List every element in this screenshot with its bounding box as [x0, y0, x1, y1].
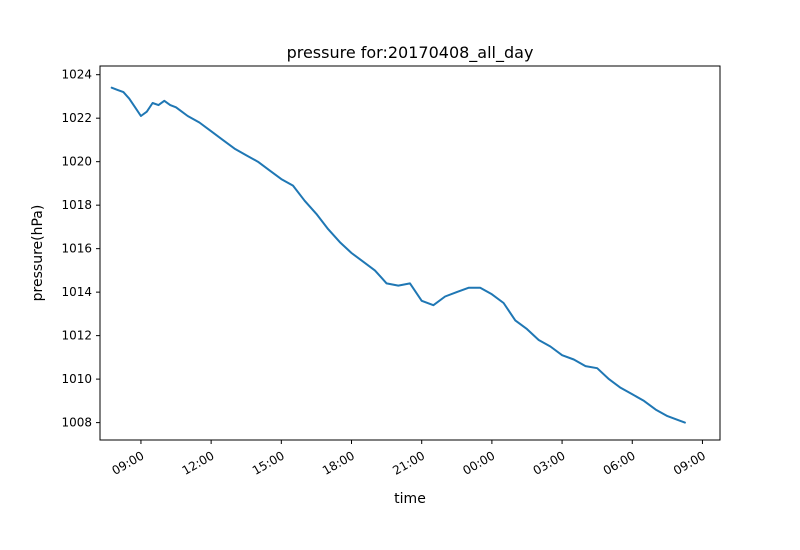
- x-tick-label: 21:00: [390, 448, 427, 477]
- x-tick-label: 12:00: [180, 448, 217, 477]
- series-line-0: [110, 86, 686, 424]
- x-tick-label: 15:00: [250, 448, 287, 477]
- y-tick-label: 1012: [61, 329, 92, 343]
- y-tick-label: 1016: [61, 242, 92, 256]
- x-tick-label: 09:00: [671, 448, 708, 477]
- x-tick-label: 00:00: [460, 448, 497, 477]
- y-tick-label: 1008: [61, 416, 92, 430]
- x-axis-label: time: [394, 491, 426, 507]
- y-tick-label: 1010: [61, 372, 92, 386]
- y-tick-label: 1020: [61, 155, 92, 169]
- chart-title: pressure for:20170408_all_day: [287, 43, 534, 63]
- x-tick-label: 03:00: [531, 448, 568, 477]
- x-tick-label: 09:00: [109, 448, 146, 477]
- axes-frame: [99, 65, 721, 441]
- x-axis: 09:00 12:00 15:00 18:00 21:00 00:00 03:00 06:00…: [109, 440, 708, 478]
- x-tick-label: 06:00: [601, 448, 638, 477]
- plot-area: [99, 65, 721, 441]
- y-tick-label: 1024: [61, 68, 92, 82]
- y-tick-label: 1014: [61, 285, 92, 299]
- x-tick-label: 18:00: [320, 448, 357, 477]
- y-tick-label: 1018: [61, 198, 92, 212]
- y-axis: 1008 1010 1012 1014 1016 1018 1020 1022 1024: [61, 68, 100, 430]
- y-tick-label: 1022: [61, 111, 92, 125]
- y-axis-label: pressure(hPa): [30, 205, 46, 302]
